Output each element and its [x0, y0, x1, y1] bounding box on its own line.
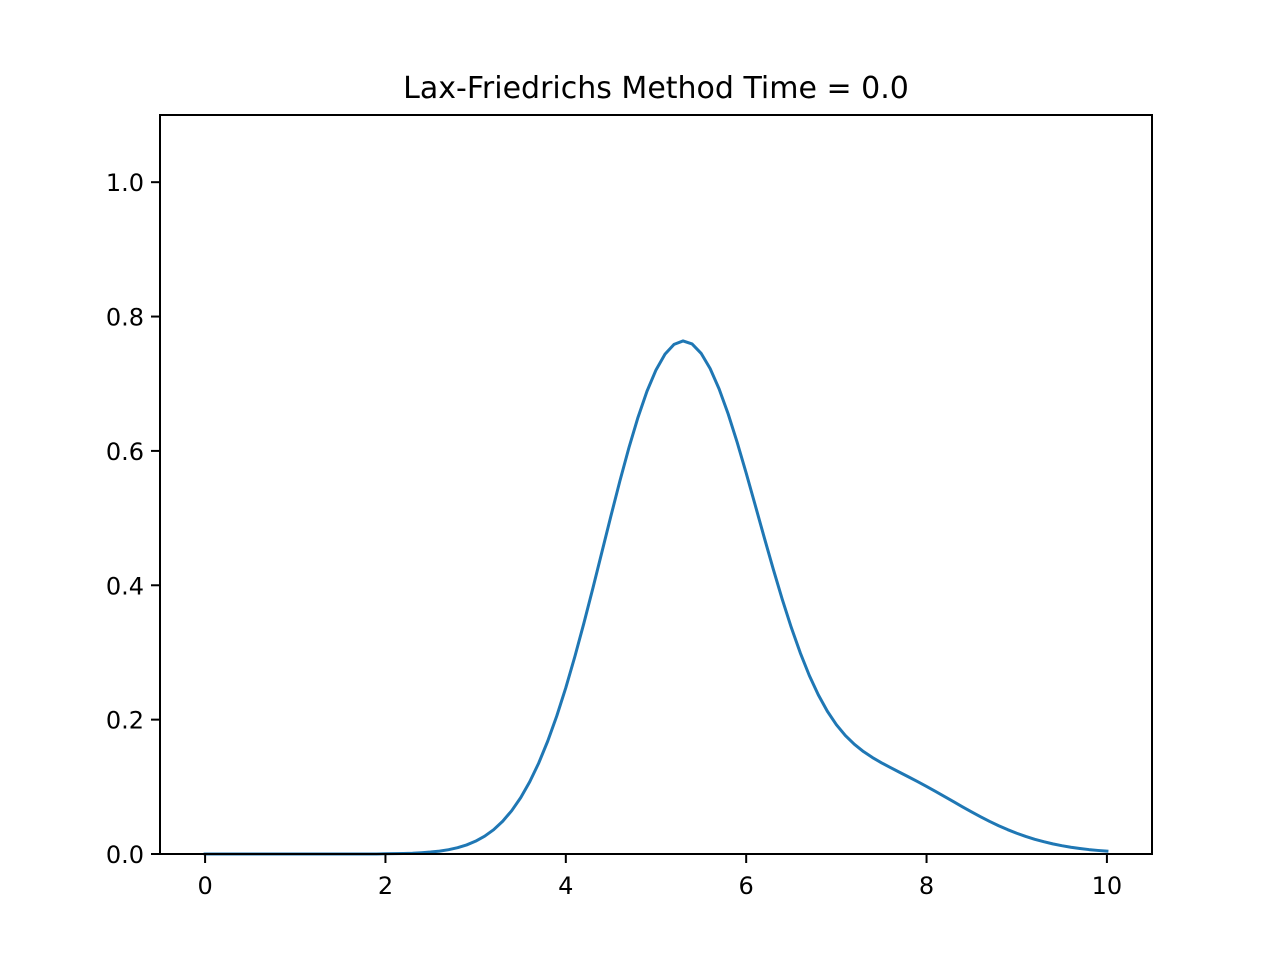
y-tick-label-0: 0.0 [106, 841, 144, 869]
x-tick-label-4: 8 [919, 872, 934, 900]
y-axis-ticks: 0.0 0.2 0.4 0.6 0.8 1.0 [106, 169, 160, 869]
y-tick-label-5: 1.0 [106, 169, 144, 197]
x-tick-label-1: 2 [378, 872, 393, 900]
x-tick-label-2: 4 [558, 872, 573, 900]
axes-frame [159, 114, 1153, 855]
y-tick-label-4: 0.8 [106, 304, 144, 332]
chart-title: Lax-Friedrichs Method Time = 0.0 [403, 71, 909, 106]
x-tick-label-5: 10 [1092, 872, 1123, 900]
y-tick-label-2: 0.4 [106, 572, 144, 600]
y-tick-label-1: 0.2 [106, 707, 144, 735]
x-axis-ticks: 0 2 4 6 8 10 [197, 854, 1122, 900]
x-tick-label-3: 6 [739, 872, 754, 900]
x-tick-label-0: 0 [197, 872, 212, 900]
y-tick-label-3: 0.6 [106, 438, 144, 466]
